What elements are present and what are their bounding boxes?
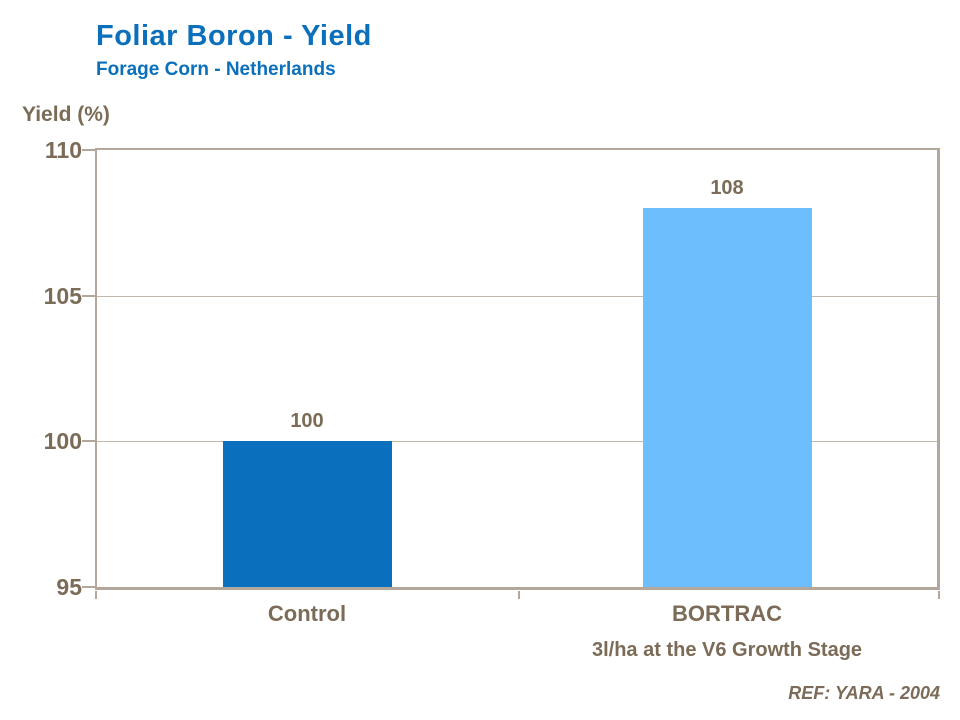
x-tick-mark xyxy=(95,591,97,599)
x-category-label-bortrac: BORTRAC xyxy=(672,601,782,626)
x-category-label-control: Control xyxy=(267,601,347,626)
y-axis-label: Yield (%) xyxy=(22,103,110,126)
gridline-y-105 xyxy=(97,296,937,297)
y-tick-mark xyxy=(82,440,95,442)
y-tick-label-105: 105 xyxy=(43,283,82,309)
y-tick-mark xyxy=(82,295,95,297)
bar-value-label: 108 xyxy=(710,177,744,199)
y-tick-label-110: 110 xyxy=(44,137,82,163)
plot-area: 100 108 xyxy=(95,148,940,590)
bar-control xyxy=(223,441,392,587)
x-tick-mark xyxy=(938,591,940,599)
y-tick-label-100: 100 xyxy=(43,428,82,454)
chart-title: Foliar Boron - Yield xyxy=(96,20,372,52)
reference-note: REF: YARA - 2004 xyxy=(788,683,940,703)
bar-bortrac xyxy=(643,208,812,587)
y-tick-label-95: 95 xyxy=(56,574,82,600)
y-tick-mark xyxy=(82,149,95,151)
x-category-sublabel: 3l/ha at the V6 Growth Stage xyxy=(591,639,863,661)
bar-value-label: 100 xyxy=(290,410,324,432)
chart-subtitle: Forage Corn - Netherlands xyxy=(96,59,336,80)
x-tick-mark xyxy=(518,591,520,599)
gridline-y-100 xyxy=(97,441,937,442)
y-tick-mark xyxy=(82,586,95,588)
